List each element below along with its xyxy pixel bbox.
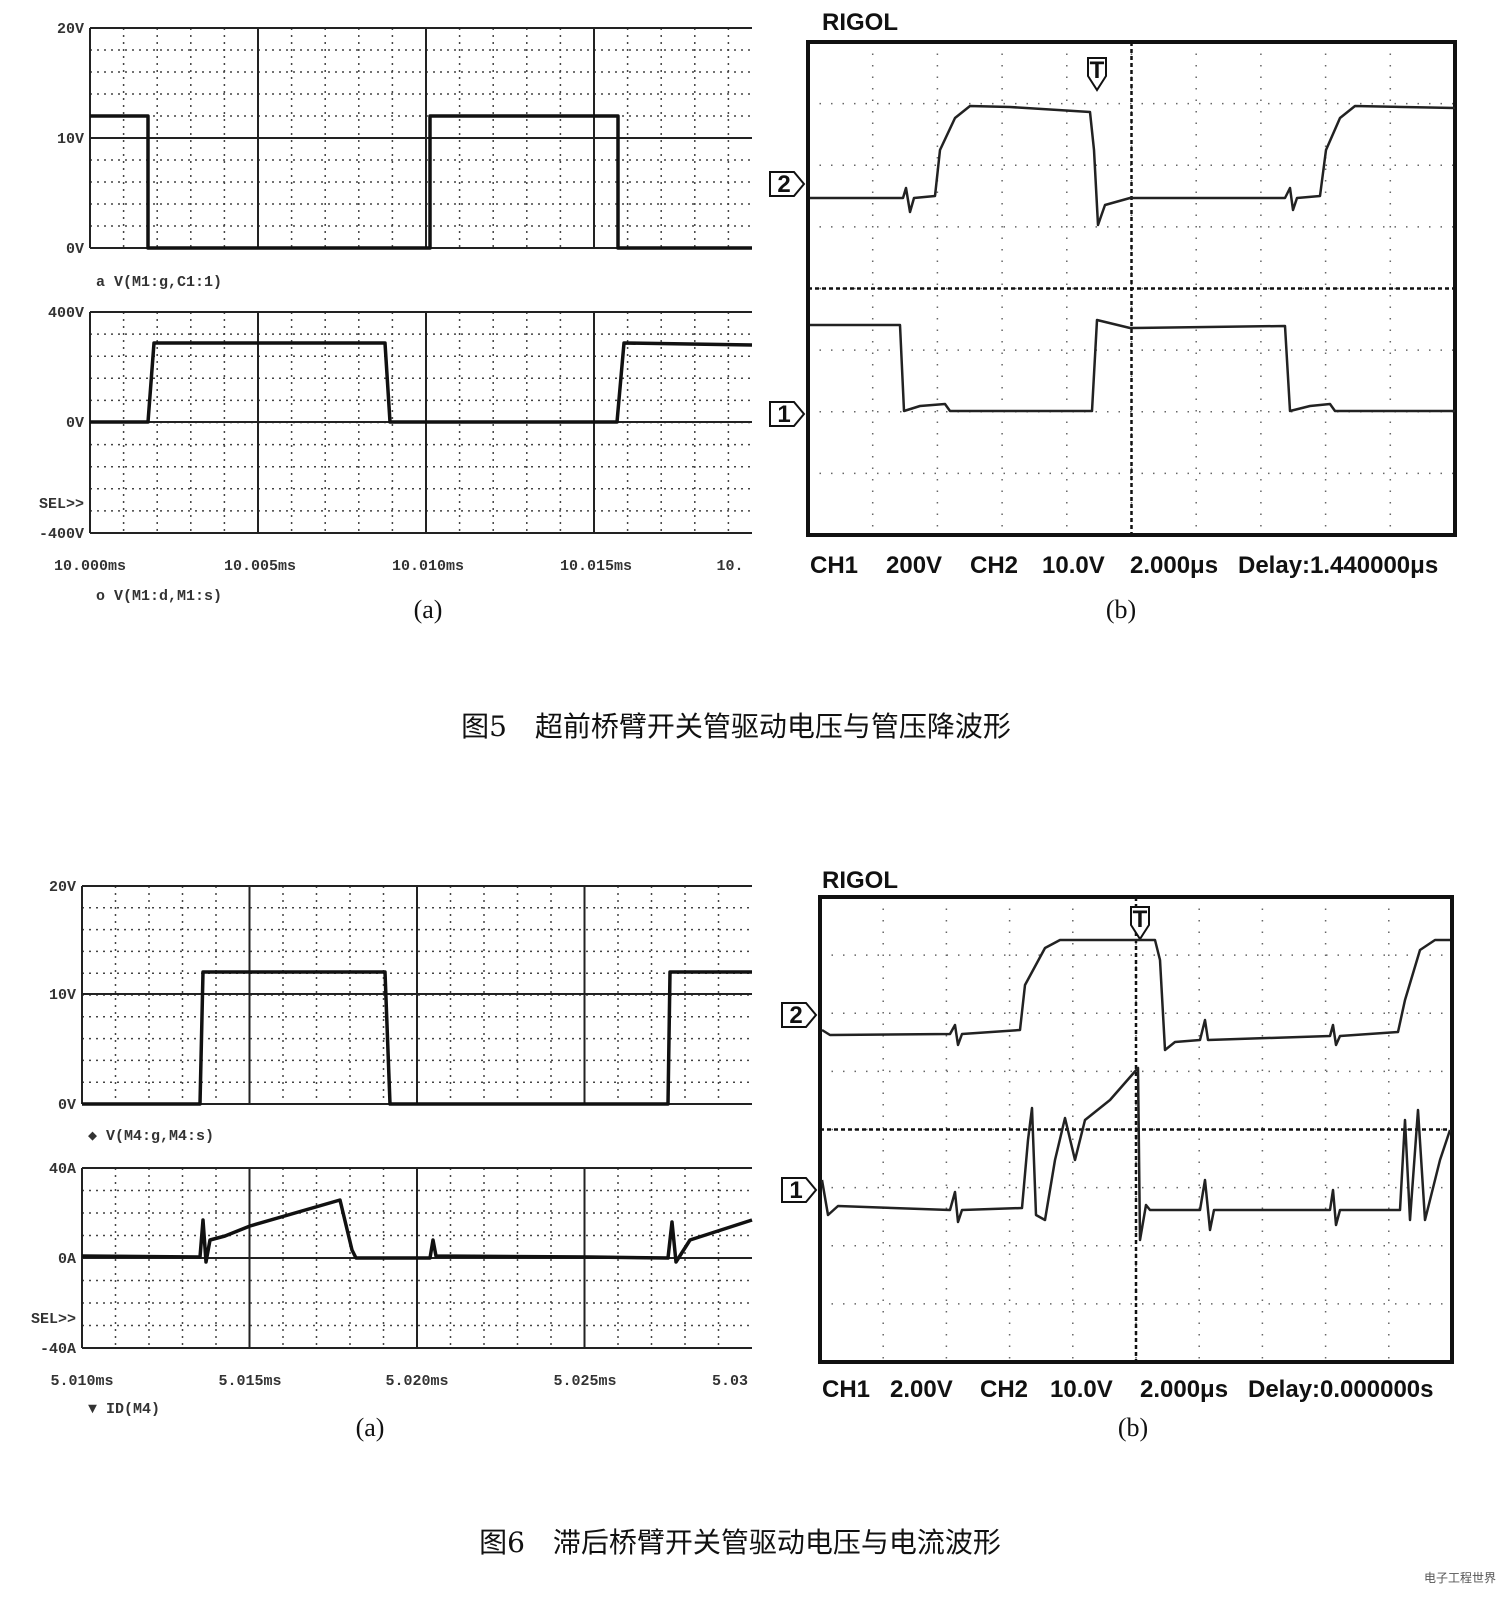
y-tick-label: 20V: [49, 879, 76, 896]
channel-marker: [781, 1177, 818, 1203]
marker-label: T: [1133, 906, 1148, 933]
y-tick-label: -400V: [39, 526, 84, 543]
x-tick-label: 5.03: [712, 1373, 748, 1390]
channel-marker: [781, 1002, 818, 1028]
y-tick-label: 0V: [66, 415, 84, 432]
y-tick-label: -40A: [40, 1341, 76, 1358]
waveform: [90, 341, 753, 424]
y-tick-label: SEL>>: [31, 1311, 76, 1328]
marker-label: T: [1090, 57, 1105, 84]
scope-frame: [818, 895, 1454, 1364]
waveform: [810, 318, 1455, 413]
waveform: [82, 970, 752, 1106]
marker-label: 1: [777, 401, 790, 428]
status: Delay:1.440000μs: [1238, 552, 1438, 579]
x-tick-label: 10.: [716, 558, 743, 575]
brand: RIGOL: [822, 867, 898, 894]
x-tick-label: 5.010ms: [50, 1373, 113, 1390]
panel-label: (a): [356, 1413, 385, 1442]
marker-label: 2: [789, 1002, 802, 1029]
channel-marker: [769, 401, 806, 427]
trace-label: a V(M1:g,C1:1): [96, 274, 222, 291]
status: CH1: [822, 1376, 870, 1403]
x-tick-label: 10.000ms: [54, 558, 126, 575]
y-tick-label: SEL>>: [39, 496, 84, 513]
y-tick-label: 400V: [48, 305, 84, 322]
scope-frame: [806, 40, 1457, 537]
status: 200V: [886, 552, 942, 579]
trace-label: ◆ V(M4:g,M4:s): [88, 1128, 214, 1145]
status: 2.00V: [890, 1376, 953, 1403]
panel-label: (b): [1106, 595, 1136, 624]
status: 10.0V: [1050, 1376, 1113, 1403]
y-tick-label: 10V: [49, 987, 76, 1004]
channel-marker: [769, 171, 806, 197]
panel-label: (a): [414, 595, 443, 624]
waveform: [821, 938, 1450, 1052]
x-tick-label: 10.010ms: [392, 558, 464, 575]
status: 2.000μs: [1130, 552, 1218, 579]
marker-label: 1: [789, 1177, 802, 1204]
trace-label: o V(M1:d,M1:s): [96, 588, 222, 605]
trigger-marker: [1130, 906, 1150, 941]
y-tick-label: 0A: [58, 1251, 76, 1268]
y-tick-label: 20V: [57, 21, 84, 38]
status: CH1: [810, 552, 858, 579]
grids: [81, 27, 1455, 1362]
status: CH2: [970, 552, 1018, 579]
panel-label: (b): [1118, 1413, 1148, 1442]
y-tick-label: 0V: [58, 1097, 76, 1114]
status: 10.0V: [1042, 552, 1105, 579]
x-tick-label: 10.015ms: [560, 558, 632, 575]
waveform: [810, 104, 1456, 227]
caption: 图6 滞后桥臂开关管驱动电压与电流波形: [479, 1526, 1001, 1559]
y-tick-label: 40A: [49, 1161, 76, 1178]
status: 2.000μs: [1140, 1376, 1228, 1403]
marker-label: 2: [777, 171, 790, 198]
caption: 图5 超前桥臂开关管驱动电压与管压降波形: [461, 710, 1011, 743]
watermark: 电子工程世界: [1424, 1570, 1496, 1585]
trace-label: ▼ ID(M4): [88, 1401, 160, 1418]
y-tick-label: 0V: [66, 241, 84, 258]
waveform: [81, 1198, 753, 1264]
x-tick-label: 10.005ms: [224, 558, 296, 575]
waveform: [820, 1066, 1452, 1242]
brand: RIGOL: [822, 9, 898, 36]
x-tick-label: 5.020ms: [385, 1373, 448, 1390]
waveform: [90, 114, 752, 250]
x-tick-label: 5.025ms: [553, 1373, 616, 1390]
trigger-marker: [1087, 57, 1107, 92]
y-tick-label: 10V: [57, 131, 84, 148]
status: CH2: [980, 1376, 1028, 1403]
x-tick-label: 5.015ms: [218, 1373, 281, 1390]
status: Delay:0.000000s: [1248, 1376, 1433, 1403]
